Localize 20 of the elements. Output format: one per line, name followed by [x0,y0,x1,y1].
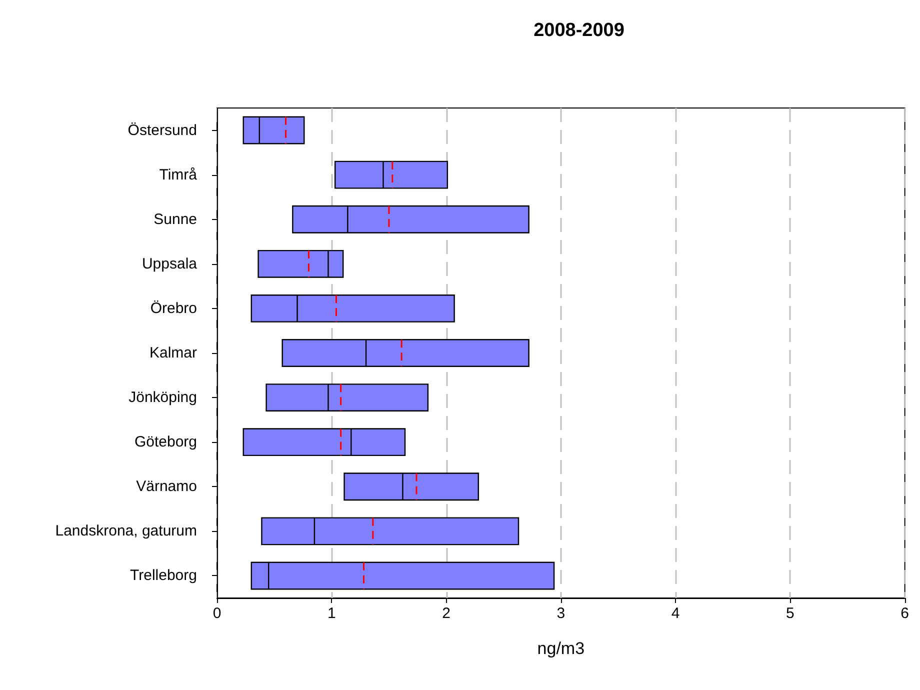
y-tick-label: Göteborg [134,434,197,451]
x-tick-label: 5 [786,605,794,622]
x-tick-label: 4 [671,605,680,622]
y-tick-label: Jönköping [128,389,197,406]
x-tick-label: 6 [900,605,909,622]
y-tick-label: Landskrona, gaturum [55,522,197,540]
y-tick-label: Trelleborg [130,567,197,584]
y-tick-label: Örebro [150,300,197,317]
y-tick-label: Sunne [154,210,197,228]
x-tick-label: 2 [442,605,450,622]
x-tick-label: 1 [327,605,336,622]
y-tick-label: Värnamo [136,478,197,496]
chart-title: 2008-2009 [534,20,624,41]
y-tick-label: Timrå [159,166,198,184]
x-tick-label: 0 [212,605,222,622]
x-tick-label: 3 [556,605,566,622]
y-tick-label: Uppsala [142,255,198,272]
y-tick-label: Kalmar [149,344,197,362]
x-axis-title: ng/m3 [537,639,585,658]
y-tick-label: Östersund [128,122,197,139]
